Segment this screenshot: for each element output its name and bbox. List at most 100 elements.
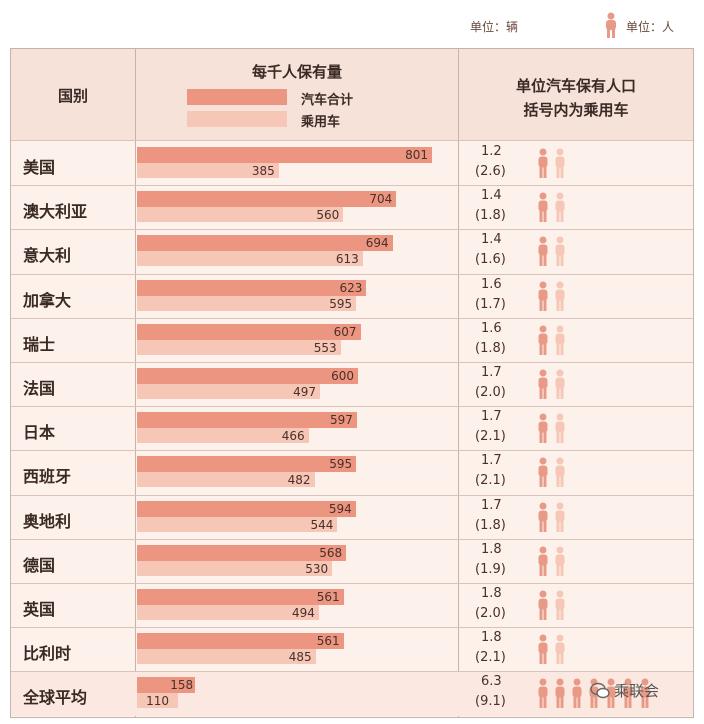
value-label-passenger: 385 bbox=[251, 164, 275, 178]
people-icons bbox=[537, 369, 571, 403]
bar-total bbox=[137, 589, 344, 605]
person-icon bbox=[554, 546, 566, 580]
bar-passenger bbox=[137, 384, 321, 399]
country-label: 日本 bbox=[23, 423, 56, 443]
bar-passenger bbox=[137, 472, 315, 488]
bar-passenger bbox=[137, 428, 309, 444]
country-row: 加拿大 623 595 1.6 (1.7) bbox=[11, 275, 693, 319]
people-per-vehicle: 1.8 bbox=[481, 541, 502, 557]
country-label: 法国 bbox=[23, 379, 56, 398]
row-divider bbox=[11, 273, 693, 275]
people-icons bbox=[537, 192, 571, 226]
value-label-passenger: 485 bbox=[288, 650, 312, 665]
people-per-vehicle: 1.7 bbox=[481, 453, 502, 469]
value-label-total: 561 bbox=[316, 634, 340, 649]
people-per-vehicle: 1.8 bbox=[481, 586, 502, 601]
person-icon bbox=[537, 634, 549, 668]
person-icon bbox=[554, 192, 566, 226]
person-icon bbox=[554, 325, 566, 359]
value-label-passenger: 466 bbox=[281, 429, 305, 444]
people-icons bbox=[537, 148, 571, 182]
people-per-vehicle: 6.3 bbox=[481, 674, 502, 690]
person-icon bbox=[639, 678, 651, 712]
value-label-total: 600 bbox=[331, 369, 354, 383]
value-label-total: 561 bbox=[316, 590, 340, 604]
unit-person-label: 单位：人 bbox=[626, 20, 675, 34]
bar-total bbox=[137, 412, 357, 429]
bar-passenger bbox=[137, 295, 357, 311]
bar-total bbox=[137, 456, 357, 473]
value-label-total: 595 bbox=[329, 457, 353, 472]
country-label: 比利时 bbox=[23, 644, 72, 664]
people-per-vehicle: 1.8 bbox=[481, 630, 502, 646]
row-divider bbox=[11, 229, 693, 231]
row-divider bbox=[11, 583, 693, 584]
country-row: 美国 801 385 1.2 (2.6) bbox=[11, 142, 693, 186]
people-per-vehicle: 1.2 bbox=[481, 144, 502, 159]
bar-passenger bbox=[137, 516, 338, 532]
person-icon bbox=[537, 236, 549, 270]
people-icons bbox=[537, 281, 571, 315]
people-per-vehicle: 1.6 bbox=[481, 320, 502, 336]
bar-passenger bbox=[137, 649, 316, 665]
person-icon bbox=[554, 678, 566, 712]
person-icon bbox=[537, 192, 549, 226]
people-per-passenger-car: (1.6) bbox=[475, 252, 506, 268]
people-icons bbox=[537, 413, 571, 447]
country-label: 意大利 bbox=[23, 246, 72, 266]
person-icon bbox=[554, 281, 566, 315]
people-per-passenger-car: (1.9) bbox=[475, 561, 506, 577]
country-row: 奥地利 594 544 1.7 (1.8) bbox=[11, 496, 693, 540]
bar-total bbox=[137, 677, 196, 694]
value-label-total: 694 bbox=[365, 236, 389, 251]
country-row: 意大利 694 613 1.4 (1.6) bbox=[11, 230, 693, 274]
header-background bbox=[11, 49, 693, 141]
bar-passenger bbox=[137, 693, 178, 709]
person-icon bbox=[554, 502, 566, 536]
header-divider bbox=[11, 140, 693, 141]
value-label-passenger: 595 bbox=[329, 296, 353, 311]
person-icon bbox=[537, 590, 549, 624]
value-label-passenger: 482 bbox=[287, 473, 311, 488]
person-icon bbox=[537, 546, 549, 580]
person-icon bbox=[554, 590, 566, 624]
people-icons bbox=[537, 457, 571, 491]
column-divider bbox=[135, 49, 136, 717]
bar-passenger bbox=[137, 163, 279, 178]
value-label-total: 158 bbox=[170, 678, 194, 693]
value-label-passenger: 544 bbox=[310, 517, 334, 532]
person-icon bbox=[606, 12, 616, 38]
person-icon bbox=[554, 457, 566, 491]
country-row: 澳大利亚 704 560 1.4 (1.8) bbox=[11, 186, 693, 230]
legend-swatch-passenger bbox=[187, 111, 287, 127]
person-icon bbox=[537, 148, 549, 182]
people-per-passenger-car: (1.8) bbox=[475, 517, 506, 533]
country-row: 瑞士 607 553 1.6 (1.8) bbox=[11, 319, 693, 363]
country-row: 法国 600 497 1.7 (2.0) bbox=[11, 363, 693, 407]
bar-total bbox=[137, 279, 367, 296]
bar-total bbox=[137, 147, 432, 163]
people-icons bbox=[537, 325, 571, 359]
chart-table: 国别 每千人保有量 汽车合计 乘用车 单位汽车保有人口 括号内为乘用车 美国 80… bbox=[10, 48, 694, 718]
row-divider bbox=[11, 317, 693, 319]
people-icons bbox=[537, 634, 571, 668]
world-average-row: 全球平均 158 110 6.3 (9.1) bbox=[11, 672, 693, 717]
country-label: 全球平均 bbox=[23, 688, 88, 708]
bar-passenger bbox=[137, 251, 363, 267]
country-label: 德国 bbox=[23, 555, 56, 575]
bar-passenger bbox=[137, 339, 341, 355]
bar-total bbox=[137, 191, 397, 208]
legend-label-total: 汽车合计 bbox=[301, 93, 354, 108]
bar-total bbox=[137, 368, 358, 384]
people-per-vehicle: 1.7 bbox=[481, 497, 502, 513]
row-divider bbox=[11, 538, 693, 540]
person-icon bbox=[554, 413, 566, 447]
people-per-passenger-car: (9.1) bbox=[475, 694, 506, 710]
country-row: 德国 568 530 1.8 (1.9) bbox=[11, 540, 693, 584]
value-label-total: 801 bbox=[405, 148, 428, 162]
bar-total bbox=[137, 544, 347, 561]
person-icon bbox=[554, 634, 566, 668]
row-divider bbox=[11, 185, 693, 187]
person-icon bbox=[554, 369, 566, 403]
bar-passenger bbox=[137, 560, 333, 576]
